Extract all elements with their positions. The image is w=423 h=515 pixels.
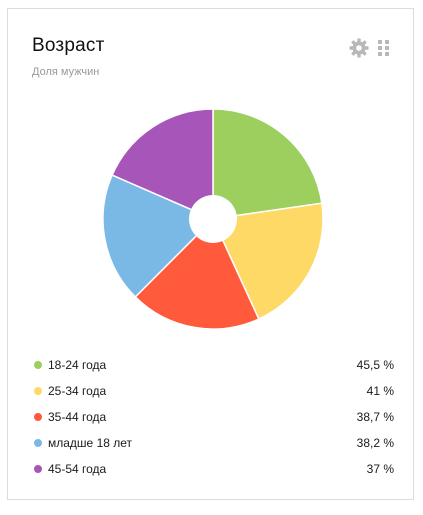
legend-item[interactable]: 35-44 года 38,7 % xyxy=(32,404,394,430)
pie-slice[interactable] xyxy=(102,174,214,298)
pie-slice[interactable] xyxy=(111,108,214,220)
legend-item[interactable]: 18-24 года 45,5 % xyxy=(32,352,394,378)
legend-value: 37 % xyxy=(366,462,394,476)
age-widget: Возраст Доля мужчин 18-24 года 45,5 % 25-3… xyxy=(7,8,414,500)
age-donut-chart xyxy=(102,108,324,330)
pie-slice[interactable] xyxy=(134,218,260,330)
pie-slice[interactable] xyxy=(212,108,323,220)
donut-hole xyxy=(189,195,237,243)
legend-label: 45-54 года xyxy=(48,462,107,476)
legend-value: 45,5 % xyxy=(356,358,394,372)
legend-swatch xyxy=(34,413,42,421)
legend-swatch xyxy=(34,465,42,473)
widget-subtitle: Доля мужчин xyxy=(32,66,100,78)
pie-slice[interactable] xyxy=(212,202,324,320)
legend-label: 18-24 года xyxy=(48,358,107,372)
drag-handle-icon[interactable] xyxy=(378,40,390,56)
legend-item[interactable]: 45-54 года 37 % xyxy=(32,456,394,482)
legend-swatch xyxy=(34,439,42,447)
legend-label: 25-34 года xyxy=(48,384,107,398)
legend-value: 38,7 % xyxy=(356,410,394,424)
legend-swatch xyxy=(34,361,42,369)
legend-value: 38,2 % xyxy=(356,436,394,450)
gear-icon[interactable] xyxy=(349,38,369,58)
legend-label: младше 18 лет xyxy=(48,436,133,450)
legend-item[interactable]: 25-34 года 41 % xyxy=(32,378,394,404)
legend-value: 41 % xyxy=(366,384,394,398)
chart-legend: 18-24 года 45,5 % 25-34 года 41 % 35-44 года… xyxy=(32,352,394,482)
legend-item[interactable]: младше 18 лет 38,2 % xyxy=(32,430,394,456)
legend-swatch xyxy=(34,387,42,395)
legend-label: 35-44 года xyxy=(48,410,107,424)
widget-title: Возраст xyxy=(32,35,105,56)
